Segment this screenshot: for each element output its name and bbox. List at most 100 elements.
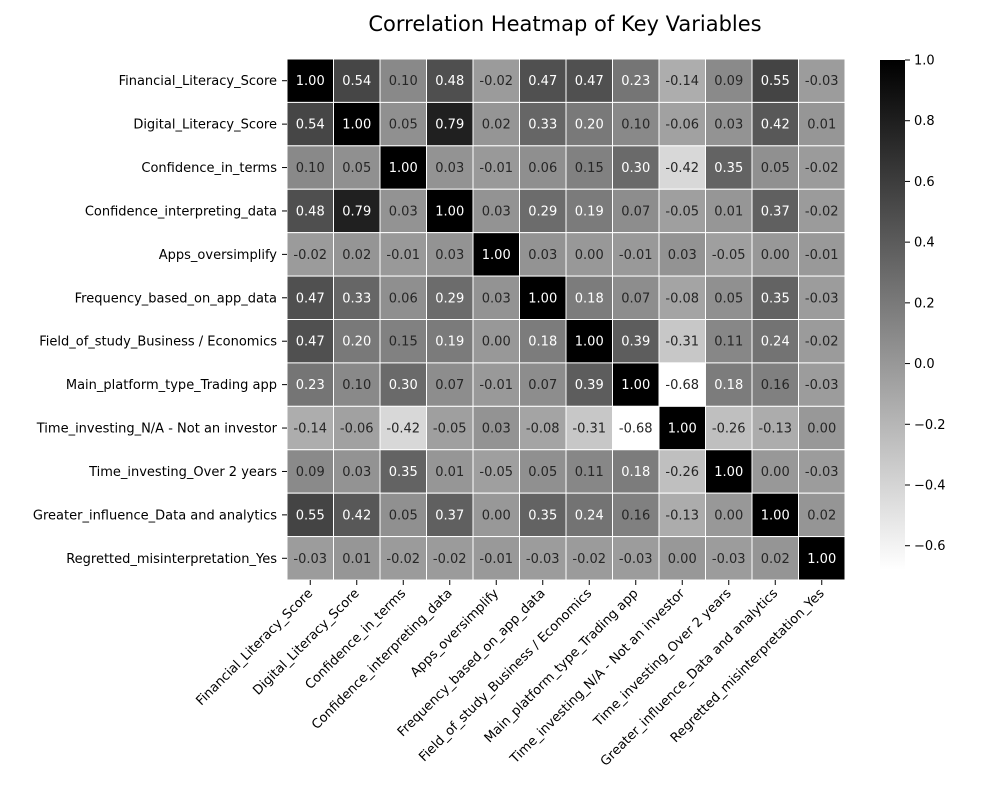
cell-value-label: 1.00 [575, 335, 604, 350]
cell-value-label: 0.47 [528, 74, 557, 89]
heatmap-cell [519, 58, 567, 103]
cell-value-label: 0.37 [761, 204, 790, 219]
cell-value-label: 0.03 [482, 422, 511, 437]
cell-value-label: 0.03 [342, 465, 371, 480]
row-label: Financial_Literacy_Score [119, 74, 277, 89]
cell-value-label: 1.00 [528, 291, 557, 306]
heatmap-cell [612, 449, 660, 494]
cell-value-label: 0.18 [621, 465, 650, 480]
colorbar-tick-label: 1.0 [914, 54, 935, 69]
heatmap-cell [286, 188, 334, 234]
column-labels: Financial_Literacy_ScoreDigital_Literacy… [193, 580, 828, 769]
cell-value-label: 0.29 [435, 291, 464, 306]
cell-value-label: 0.79 [342, 204, 371, 219]
heatmap-cell [519, 405, 567, 451]
cell-value-label: -0.42 [386, 422, 420, 437]
cell-value-label: 0.55 [761, 74, 790, 89]
heatmap-cell [472, 145, 520, 190]
heatmap-cell [379, 362, 427, 407]
cell-value-label: 0.07 [528, 378, 557, 393]
heatmap-cell [705, 188, 753, 234]
heatmap-cell [751, 232, 799, 277]
heatmap-cell [286, 319, 334, 364]
cell-value-label: 1.00 [482, 248, 511, 263]
cell-value-label: 0.00 [575, 248, 604, 263]
cell-value-label: -0.26 [665, 465, 699, 480]
cell-value-label: 0.35 [528, 508, 557, 523]
cell-value-label: -0.26 [712, 422, 746, 437]
heatmap-cell [705, 319, 753, 364]
cell-value-label: 0.05 [714, 291, 743, 306]
cell-value-label: 0.19 [435, 335, 464, 350]
cell-value-label: 0.00 [761, 465, 790, 480]
cell-value-label: 0.47 [296, 335, 325, 350]
heatmap-cell [379, 232, 427, 277]
heatmap-cell [333, 449, 381, 494]
cell-value-label: 1.00 [714, 465, 743, 480]
cell-value-label: 0.54 [342, 74, 371, 89]
cell-value-label: -0.01 [386, 248, 420, 263]
cell-value-label: 0.05 [389, 118, 418, 133]
colorbar-tick-label: 0.4 [914, 236, 935, 251]
cell-value-label: -0.03 [805, 291, 839, 306]
cell-value-label: 1.00 [668, 422, 697, 437]
cell-value-label: 0.03 [668, 248, 697, 263]
row-label: Confidence_interpreting_data [85, 204, 277, 219]
heatmap-cell [798, 536, 846, 581]
heatmap-cell [379, 405, 427, 451]
cell-value-label: -0.02 [433, 552, 467, 567]
cell-value-label: 0.02 [807, 508, 836, 523]
column-label: Field_of_study_Business / Economics [416, 586, 595, 765]
heatmap-cell [519, 319, 567, 364]
cell-value-label: 0.24 [575, 508, 604, 523]
cell-value-label: 1.00 [389, 161, 418, 176]
cell-value-label: -0.03 [619, 552, 653, 567]
cell-value-label: 0.07 [621, 204, 650, 219]
heatmap-cell [519, 536, 567, 581]
row-label: Digital_Literacy_Score [133, 118, 277, 133]
cell-value-label: -0.68 [619, 422, 653, 437]
heatmap-cell [519, 492, 567, 538]
cell-value-label: -0.03 [805, 378, 839, 393]
heatmap-cell [472, 362, 520, 407]
heatmap-cell [519, 232, 567, 277]
cell-value-label: -0.01 [619, 248, 653, 263]
cell-value-label: -0.03 [293, 552, 327, 567]
cell-value-label: 0.47 [296, 291, 325, 306]
heatmap-cell [751, 319, 799, 364]
cell-value-label: 0.42 [761, 118, 790, 133]
heatmap-cell [565, 232, 613, 277]
heatmap-cell [379, 536, 427, 581]
heatmap-cell [658, 101, 706, 147]
row-label: Apps_oversimplify [159, 248, 278, 263]
colorbar-tick-label: 0.2 [914, 296, 935, 311]
heatmap-cell [565, 405, 613, 451]
cell-value-label: 0.11 [575, 465, 604, 480]
cell-value-label: 0.00 [807, 422, 836, 437]
column-label: Greater_influence_Data and analytics [598, 586, 781, 769]
heatmap-cell [426, 145, 474, 190]
heatmap-cell [426, 101, 474, 147]
cell-value-label: -0.03 [805, 74, 839, 89]
row-label: Confidence_in_terms [141, 161, 277, 176]
heatmap-cell [426, 362, 474, 407]
cell-value-label: 0.33 [342, 291, 371, 306]
heatmap-cell [798, 319, 846, 364]
heatmap-cell [286, 492, 334, 538]
cell-value-label: -0.68 [665, 378, 699, 393]
cell-value-label: 0.01 [714, 204, 743, 219]
heatmap-cell [751, 449, 799, 494]
heatmap-cell [426, 275, 474, 321]
cell-value-label: 0.30 [621, 161, 650, 176]
cell-value-label: -0.13 [665, 508, 699, 523]
heatmap-cell [286, 232, 334, 277]
colorbar-ticks: 1.0 0.8 0.6 0.4 0.2 0.0 −0.2 −0.4 −0.6 [905, 54, 946, 554]
heatmap-cell [565, 145, 613, 190]
row-labels: Financial_Literacy_Score Digital_Literacy… [33, 74, 287, 567]
cell-value-label: 0.07 [435, 378, 464, 393]
cell-value-label: 0.07 [621, 291, 650, 306]
heatmap-cell [612, 275, 660, 321]
cell-value-label: 1.00 [807, 552, 836, 567]
heatmap-cell [333, 405, 381, 451]
